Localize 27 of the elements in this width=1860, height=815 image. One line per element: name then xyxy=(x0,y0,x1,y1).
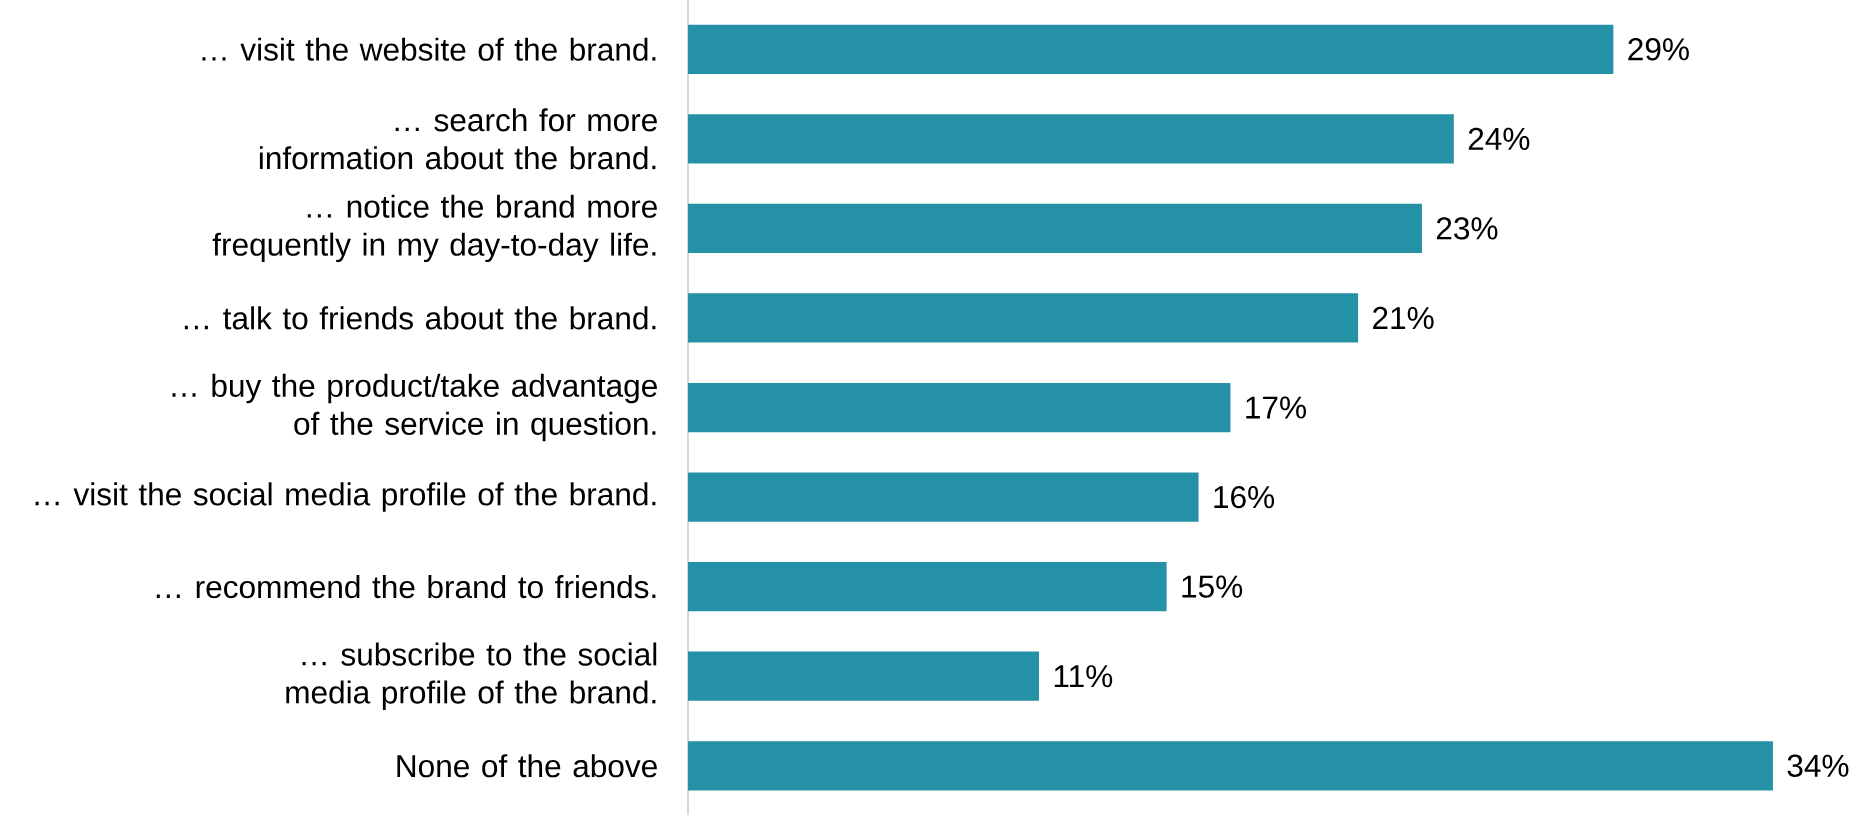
bar xyxy=(688,651,1039,701)
data-label: 15% xyxy=(1182,575,1243,598)
bar xyxy=(688,741,1773,791)
y-tick-label: None of the above xyxy=(397,754,657,778)
y-tick-label: … subscribe to the social media profile of the brand. xyxy=(286,642,657,710)
data-label: 34% xyxy=(1787,754,1849,777)
bar xyxy=(688,472,1199,522)
y-tick-label: … visit the website of the brand. xyxy=(202,37,656,61)
data-label: 24% xyxy=(1468,127,1530,150)
y-tick-label: … search for more information about the brand. xyxy=(259,108,657,170)
data-label: 29% xyxy=(1628,38,1689,61)
data-label: 16% xyxy=(1214,485,1275,509)
bar xyxy=(688,562,1167,612)
bar xyxy=(688,24,1614,74)
data-label: 21% xyxy=(1373,306,1434,330)
bar xyxy=(688,203,1422,254)
y-tick-label: … visit the social media profile of the brand. xyxy=(35,482,656,512)
data-label: 23% xyxy=(1436,217,1498,240)
bar xyxy=(688,382,1231,433)
y-tick-label: … talk to friends about the brand. xyxy=(184,306,656,330)
data-label: 11% xyxy=(1054,665,1113,688)
data-label: 17% xyxy=(1246,396,1306,419)
bar xyxy=(688,293,1359,343)
y-tick-label: … buy the product/take advantage of the service in question. xyxy=(172,373,657,442)
bar xyxy=(688,114,1454,164)
y-tick-label: … notice the brand more frequently in my day-to-day life. xyxy=(212,194,657,263)
y-tick-label: … recommend the brand to friends. xyxy=(156,575,656,599)
